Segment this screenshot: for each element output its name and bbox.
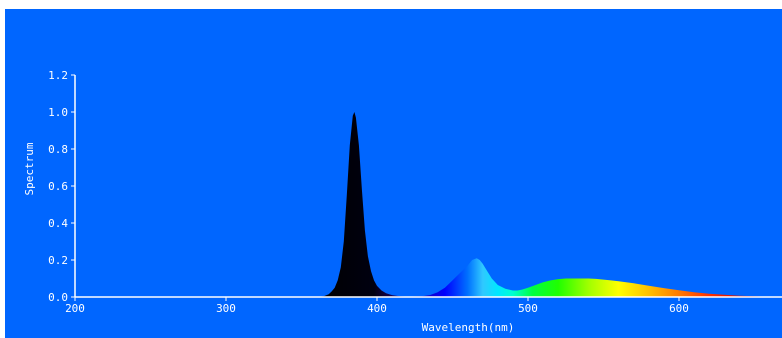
- x-tick-label: 200: [65, 302, 85, 315]
- y-tick-label: 0.8: [48, 143, 68, 156]
- x-axis-title: Wavelength(nm): [422, 321, 515, 334]
- x-tick-label: 400: [367, 302, 387, 315]
- spectrum-chart: 200 300 400 500 600 0.0 0.2 0.4 0.6 0.8 1.0 1.2 Wav…: [23, 69, 782, 334]
- y-axis-title: Spectrum: [23, 142, 36, 195]
- y-tick-label: 0.6: [48, 180, 68, 193]
- spectrum-area: [316, 112, 778, 297]
- x-tick-label: 500: [518, 302, 538, 315]
- chart-panel: 200 300 400 500 600 0.0 0.2 0.4 0.6 0.8 1.0 1.2 Wav…: [5, 9, 782, 338]
- x-tick-label: 600: [669, 302, 689, 315]
- y-tick-label: 1.0: [48, 106, 68, 119]
- y-tick-label: 0.0: [48, 291, 68, 304]
- y-tick-label: 0.4: [48, 217, 68, 230]
- y-tick-label: 0.2: [48, 254, 68, 267]
- y-tick-label: 1.2: [48, 69, 68, 82]
- x-tick-label: 300: [216, 302, 236, 315]
